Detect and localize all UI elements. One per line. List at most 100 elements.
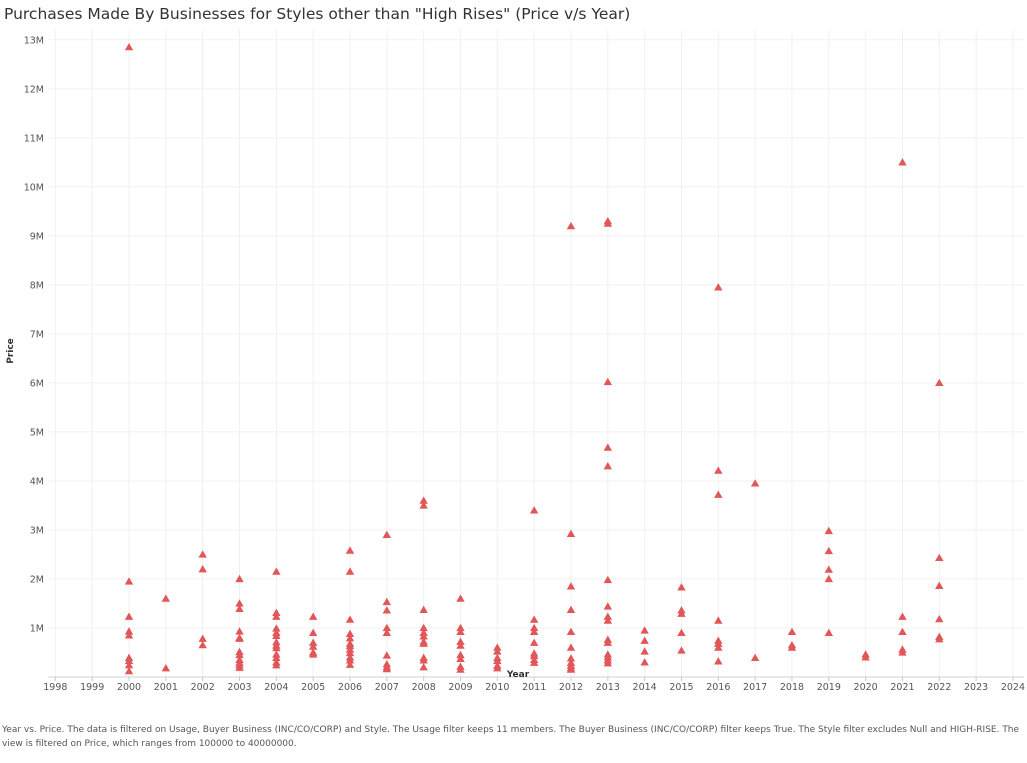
x-tick-label: 2024 — [1001, 682, 1025, 693]
x-tick-label: 2022 — [927, 682, 951, 693]
x-tick-label: 2016 — [706, 682, 730, 693]
data-point — [382, 606, 392, 614]
data-point — [529, 638, 539, 646]
data-point — [714, 466, 723, 474]
data-point — [493, 656, 502, 664]
data-point — [345, 656, 355, 664]
data-point — [272, 624, 281, 632]
data-point — [198, 634, 207, 642]
data-point — [603, 462, 613, 470]
data-point — [308, 612, 318, 620]
y-tick-label: 9M — [30, 231, 44, 242]
data-point — [124, 656, 134, 664]
data-point — [787, 627, 797, 636]
y-tick-label: 7M — [30, 329, 44, 340]
data-point — [198, 550, 207, 558]
data-point — [456, 623, 465, 632]
x-tick-label: 2019 — [817, 682, 841, 693]
data-point — [714, 657, 723, 665]
data-point — [382, 530, 392, 539]
y-tick-label: 4M — [30, 476, 44, 487]
data-point — [529, 615, 539, 623]
data-point — [308, 650, 318, 658]
x-tick-label: 2008 — [412, 682, 436, 693]
y-tick-label: 2M — [30, 574, 44, 585]
x-tick-label: 2020 — [854, 682, 878, 693]
y-tick-label: 1M — [30, 623, 44, 634]
y-tick-label: 3M — [30, 525, 44, 536]
data-point — [714, 283, 723, 291]
data-point — [935, 614, 944, 623]
data-point — [456, 627, 465, 636]
data-point — [603, 219, 613, 227]
y-axis-ticks: 1M 2M 3M 4M 5M 6M 7M 8M 9M 10M 11M 12M 13M — [24, 35, 44, 634]
data-point — [824, 526, 833, 535]
x-axis-ticks: 1998 1999 2000 2001 2002 2003 2004 2005 2006 2007… — [43, 677, 1025, 693]
data-point — [456, 637, 465, 645]
data-point — [898, 158, 907, 166]
data-point — [714, 643, 723, 651]
data-point — [529, 627, 539, 636]
x-tick-label: 1999 — [80, 682, 104, 693]
data-point — [566, 529, 576, 538]
data-point — [603, 443, 613, 451]
data-point — [419, 656, 428, 664]
x-tick-label: 2003 — [227, 682, 251, 693]
data-point — [419, 605, 428, 613]
data-point — [235, 634, 244, 642]
data-point — [382, 597, 392, 606]
data-point — [677, 609, 686, 617]
data-point — [640, 636, 649, 644]
data-point — [935, 553, 944, 562]
data-point — [714, 490, 723, 498]
data-point — [382, 628, 392, 637]
x-tick-label: 2018 — [780, 682, 804, 693]
data-point — [456, 665, 465, 673]
data-point — [382, 623, 392, 632]
data-point — [345, 648, 355, 657]
data-point — [345, 567, 355, 575]
data-point — [235, 663, 244, 671]
y-tick-label: 12M — [24, 84, 44, 95]
data-point — [124, 612, 134, 620]
data-point — [566, 605, 576, 613]
data-point — [161, 594, 171, 602]
data-point — [677, 628, 686, 637]
data-point — [640, 658, 649, 666]
data-point — [419, 623, 428, 632]
x-tick-label: 2005 — [301, 682, 325, 693]
x-tick-label: 2023 — [964, 682, 988, 693]
data-point — [493, 663, 502, 672]
data-point — [493, 647, 502, 655]
x-tick-label: 2014 — [633, 682, 657, 693]
data-point — [456, 654, 465, 663]
data-point — [529, 651, 539, 660]
data-point — [529, 658, 539, 666]
data-point — [124, 631, 134, 639]
data-point — [198, 640, 207, 649]
data-point — [124, 666, 134, 675]
data-point — [235, 650, 244, 659]
x-tick-label: 2021 — [890, 682, 914, 693]
data-point — [787, 643, 797, 651]
data-point — [603, 377, 613, 386]
data-point — [493, 643, 502, 651]
data-point — [456, 641, 465, 649]
y-axis-label: Price — [6, 338, 16, 364]
data-point — [603, 602, 613, 610]
x-tick-label: 2001 — [154, 682, 178, 693]
data-point — [603, 616, 613, 624]
data-point — [714, 616, 723, 624]
x-tick-label: 2015 — [669, 682, 693, 693]
data-point — [935, 378, 944, 387]
x-tick-label: 2002 — [191, 682, 215, 693]
data-point — [308, 642, 318, 650]
data-point — [566, 627, 576, 636]
x-tick-label: 1998 — [43, 682, 67, 693]
data-point — [419, 501, 428, 509]
data-point — [456, 650, 465, 659]
data-point — [750, 653, 760, 662]
data-point — [235, 599, 244, 607]
data-point — [345, 546, 355, 554]
